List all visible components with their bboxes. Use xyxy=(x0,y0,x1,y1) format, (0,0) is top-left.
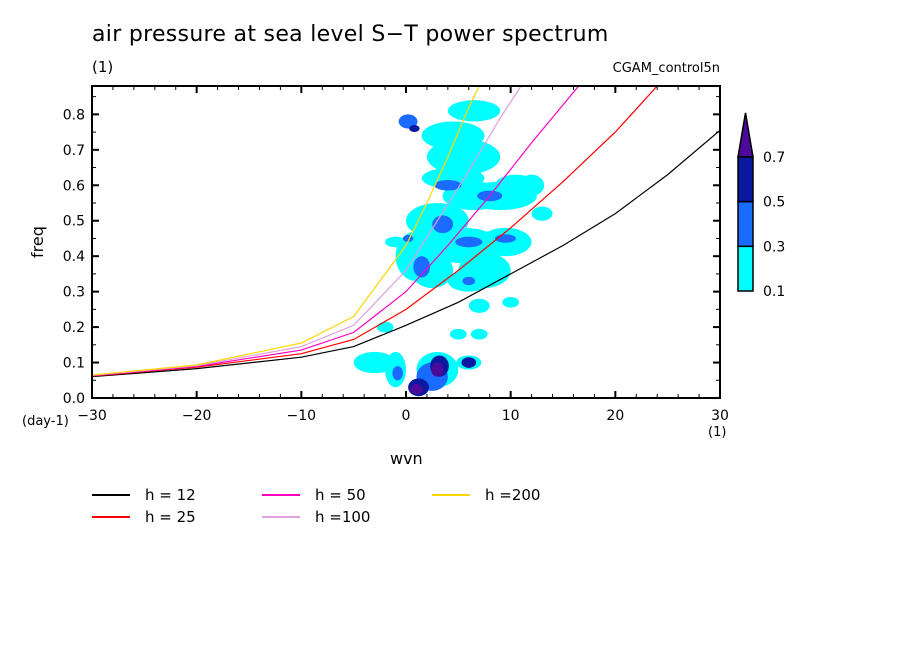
series-line xyxy=(92,86,658,377)
legend-swatch xyxy=(92,494,130,496)
x-tick-label: 20 xyxy=(606,408,624,424)
chart-title: air pressure at sea level S−T power spec… xyxy=(92,22,609,47)
contour-region xyxy=(455,236,483,248)
y-axis-units: (day-1) xyxy=(22,414,69,429)
legend-swatch xyxy=(432,494,470,496)
contour-region xyxy=(449,328,467,340)
legend-swatch xyxy=(262,494,300,496)
colorbar-label: 0.7 xyxy=(763,150,785,166)
contour-region xyxy=(519,174,545,196)
contour-region xyxy=(410,383,423,395)
colorbar: 0.1 0.3 0.5 0.7 xyxy=(737,112,785,300)
series-line xyxy=(92,86,480,376)
series-line xyxy=(92,86,522,376)
legend-swatch xyxy=(262,516,300,518)
contour-region xyxy=(392,366,403,381)
series-line xyxy=(92,86,580,377)
x-tick-label: −20 xyxy=(182,408,212,424)
dataset-label: CGAM_control5n xyxy=(612,61,720,76)
legend-label: h =200 xyxy=(485,486,541,504)
contour-region xyxy=(434,179,462,191)
contour-region xyxy=(447,100,501,122)
contour-region xyxy=(413,256,431,278)
legend-item: h = 50 xyxy=(262,486,366,504)
colorbar-extend-arrow xyxy=(737,112,754,158)
contour-region xyxy=(468,298,490,313)
y-tick-label: 0.2 xyxy=(63,320,85,336)
series-line xyxy=(92,129,720,378)
legend-item: h =200 xyxy=(432,486,540,504)
title-units: (1) xyxy=(92,58,114,76)
y-tick-label: 0.1 xyxy=(63,356,85,372)
legend-label: h = 25 xyxy=(145,508,196,526)
contour-region xyxy=(398,114,418,129)
y-tick-label: 0.3 xyxy=(63,285,85,301)
legend-label: h =100 xyxy=(315,508,371,526)
contour-region xyxy=(461,357,477,368)
contour-region xyxy=(353,351,396,374)
x-tick-label: 30 xyxy=(711,408,729,424)
contour-region xyxy=(385,236,406,248)
x-axis-label: wvn xyxy=(390,449,423,468)
x-tick-label: 10 xyxy=(502,408,520,424)
y-tick-label: 0.4 xyxy=(63,249,85,265)
contour-region xyxy=(431,362,444,377)
legend-item: h = 25 xyxy=(92,508,196,526)
x-tick-label: 0 xyxy=(402,408,411,424)
colorbar-label: 0.3 xyxy=(763,239,785,255)
colorbar-label: 0.1 xyxy=(763,284,785,300)
y-tick-label: 0.8 xyxy=(63,107,85,123)
legend-label: h = 50 xyxy=(315,486,366,504)
contour-region xyxy=(531,206,553,221)
axis-ticks: −30 −20 −10 0 10 20 30 0.0 0.1 0.2 0.3 0.4 0.5 0.6 0.7… xyxy=(63,86,729,424)
x-tick-label: −10 xyxy=(287,408,317,424)
contour-layer xyxy=(353,100,553,397)
dispersion-curves xyxy=(92,86,720,378)
contour-region xyxy=(462,276,476,286)
y-tick-label: 0.0 xyxy=(63,391,85,407)
legend-item: h =100 xyxy=(262,508,370,526)
legend-label: h = 12 xyxy=(145,486,196,504)
y-tick-label: 0.6 xyxy=(63,178,85,194)
colorbar-segment xyxy=(737,156,754,203)
legend-item: h = 12 xyxy=(92,486,196,504)
legend-swatch xyxy=(92,516,130,518)
colorbar-segment xyxy=(737,245,754,292)
contour-region xyxy=(502,296,520,308)
contour-region xyxy=(409,125,420,133)
colorbar-label: 0.5 xyxy=(763,195,785,211)
x-tick-label: −30 xyxy=(77,408,107,424)
y-tick-label: 0.7 xyxy=(63,143,85,159)
contour-region xyxy=(470,328,488,340)
y-tick-label: 0.5 xyxy=(63,214,85,230)
x-axis-units: (1) xyxy=(708,425,727,440)
colorbar-segment xyxy=(737,200,754,248)
